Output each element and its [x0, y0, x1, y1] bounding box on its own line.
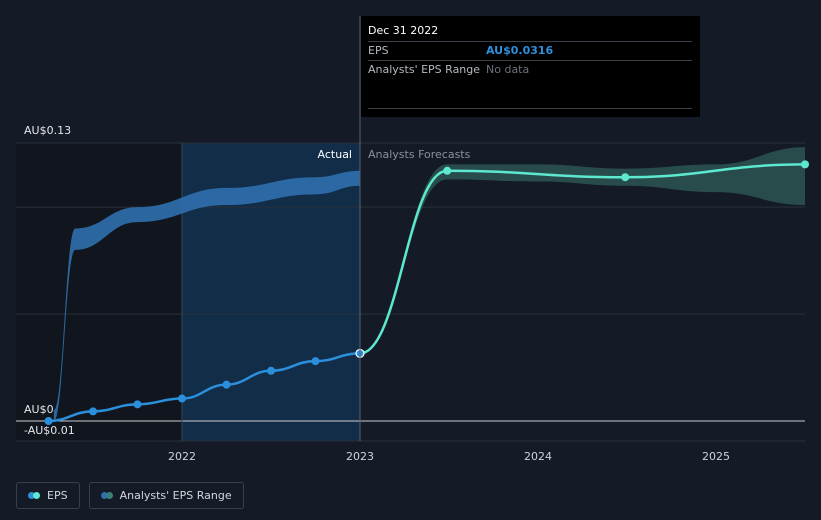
actual-label: Actual — [318, 148, 352, 161]
tooltip-eps-value: AU$0.0316 — [486, 44, 554, 57]
analyst-range-forecast-band — [360, 147, 805, 355]
history-background — [16, 143, 182, 441]
tooltip-range-row: Analysts' EPS Range No data — [368, 60, 692, 79]
y-axis-label: AU$0.13 — [24, 124, 71, 137]
eps-actual-point[interactable] — [44, 417, 53, 425]
x-axis-tick-label: 2024 — [524, 450, 552, 463]
eps-actual-point[interactable] — [178, 394, 186, 403]
y-axis-label: AU$0 — [24, 403, 54, 416]
x-axis-tick-label: 2023 — [346, 450, 374, 463]
eps-forecast-point[interactable] — [443, 166, 452, 175]
eps-actual-line — [48, 352, 361, 423]
chart-legend: EPS Analysts' EPS Range — [16, 482, 244, 509]
tooltip-range-label: Analysts' EPS Range — [368, 63, 481, 76]
legend-eps-label: EPS — [47, 489, 68, 502]
hover-tooltip: Dec 31 2022 EPS AU$0.0316 Analysts' EPS … — [361, 16, 700, 117]
legend-eps-toggle[interactable]: EPS — [16, 482, 80, 509]
eps-actual-point[interactable] — [267, 366, 275, 375]
tooltip-range-value: No data — [486, 63, 530, 76]
eps-actual-point[interactable] — [311, 357, 320, 366]
eps-actual-point[interactable] — [89, 407, 97, 416]
x-axis-tick-label: 2022 — [168, 450, 196, 463]
eps-forecast-line — [359, 163, 806, 355]
tooltip-date: Dec 31 2022 — [368, 24, 439, 37]
eps-forecast-point[interactable] — [801, 160, 809, 169]
legend-range-toggle[interactable]: Analysts' EPS Range — [88, 482, 244, 509]
x-axis-tick-label: 2025 — [702, 450, 730, 463]
y-axis-label: -AU$0.01 — [24, 424, 75, 437]
tooltip-eps-label: EPS — [368, 44, 389, 57]
forecast-label: Analysts Forecasts — [368, 148, 471, 161]
eps-legend-icon — [28, 492, 40, 499]
tooltip-eps-row: EPS AU$0.0316 — [368, 41, 692, 60]
tooltip-divider — [368, 108, 692, 109]
eps-actual-point[interactable] — [222, 380, 231, 389]
eps-actual-point[interactable] — [133, 400, 142, 409]
range-legend-icon — [100, 492, 113, 499]
eps-forecast-point[interactable] — [621, 173, 630, 182]
gridlines — [16, 142, 805, 442]
legend-range-label: Analysts' EPS Range — [119, 489, 232, 502]
